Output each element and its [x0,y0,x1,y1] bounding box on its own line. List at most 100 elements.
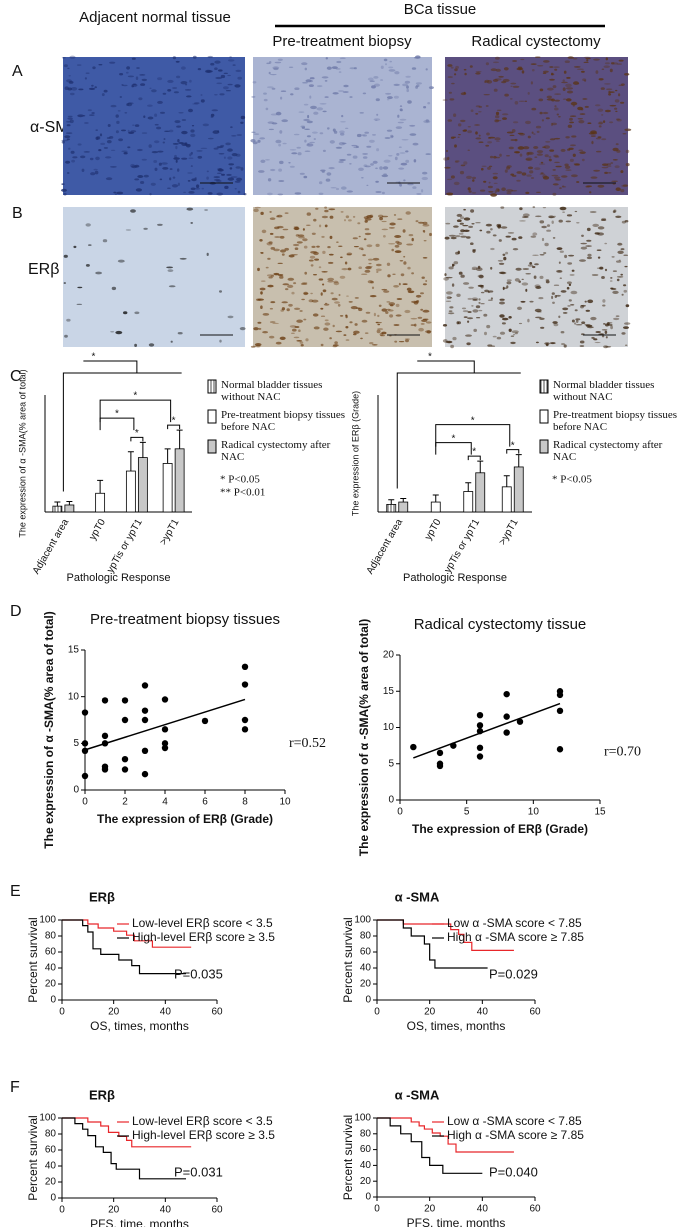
bar [501,486,512,513]
cell [321,271,328,273]
cell [463,68,467,71]
cell [526,174,532,177]
cell [544,154,549,158]
cell [614,107,618,110]
cell [501,81,507,84]
cell [505,251,509,255]
cell [375,167,378,170]
cell [113,191,117,194]
cell [448,234,456,237]
cell [397,121,404,124]
cell [153,160,158,163]
x-tick-label: ypTis or ypT1 [443,517,483,575]
cell [183,191,187,193]
cell [410,317,418,320]
cell [522,146,530,150]
cell [457,136,460,138]
cell [206,170,209,173]
cell [621,293,624,296]
cell [462,224,469,227]
cell [194,102,200,105]
cell [263,98,268,102]
cell [453,225,459,228]
cell [455,65,459,69]
micrograph [442,56,632,197]
cell [446,291,453,295]
cell [554,105,557,108]
cell [257,298,264,301]
cell [552,237,556,239]
cell [549,78,555,81]
cell [596,150,602,153]
cell [303,103,309,106]
cell [498,271,506,274]
cell [84,77,87,80]
cell [506,285,509,289]
cell [134,311,140,315]
y-tick-label: 40 [45,1161,57,1172]
cell [532,254,539,256]
cell [600,87,605,90]
y-tick-label: 40 [45,963,57,974]
cell [77,286,83,289]
cell [122,84,128,87]
cell [273,248,280,252]
cell [136,67,140,69]
cell [265,266,269,269]
cell [227,315,234,319]
cell [96,136,101,140]
cell [525,273,531,275]
legend-item: Pre-treatment biopsy tissues before NAC [553,409,677,433]
cell [454,73,457,76]
cell [548,216,556,219]
cell [519,133,525,136]
cell [272,322,279,324]
cell [570,144,576,147]
cell [587,299,594,304]
cell [231,153,238,157]
point [410,743,417,751]
cell [306,135,311,138]
cell [448,91,452,94]
cell [316,245,320,248]
legend-swatch [207,379,217,394]
y-tick-label: 100 [354,1113,371,1124]
cell [569,115,577,117]
cell [552,169,556,171]
cell [290,93,294,96]
legend-label: High-level ERβ score ≥ 3.5 [132,930,275,944]
cell [200,147,208,149]
cell [495,119,502,122]
cell [411,237,414,242]
cell [177,168,180,172]
cell [323,327,329,331]
panel-letter: E [10,883,21,900]
cell [478,274,484,279]
cell [218,69,223,72]
cell [235,69,242,72]
cell [422,257,428,259]
cell [483,313,488,317]
cell [73,245,77,249]
cell [320,307,324,310]
cell [581,70,585,73]
cell [353,67,357,70]
cell [622,133,627,135]
cell [530,235,537,238]
point [121,766,129,773]
cell [499,331,506,335]
cell [463,282,470,285]
x-tick-label: 20 [424,1007,436,1018]
cell [463,229,470,232]
cell [495,111,500,116]
cell [397,114,400,118]
cell [612,147,619,152]
y-tick-label: 15 [383,686,395,697]
y-axis-label: The expression of α -SMA(% area of total… [42,611,56,848]
legend-swatch [539,379,549,394]
cell [63,64,68,68]
cell [501,113,509,116]
cell [339,57,346,59]
cell [240,167,244,171]
cell [330,187,337,189]
